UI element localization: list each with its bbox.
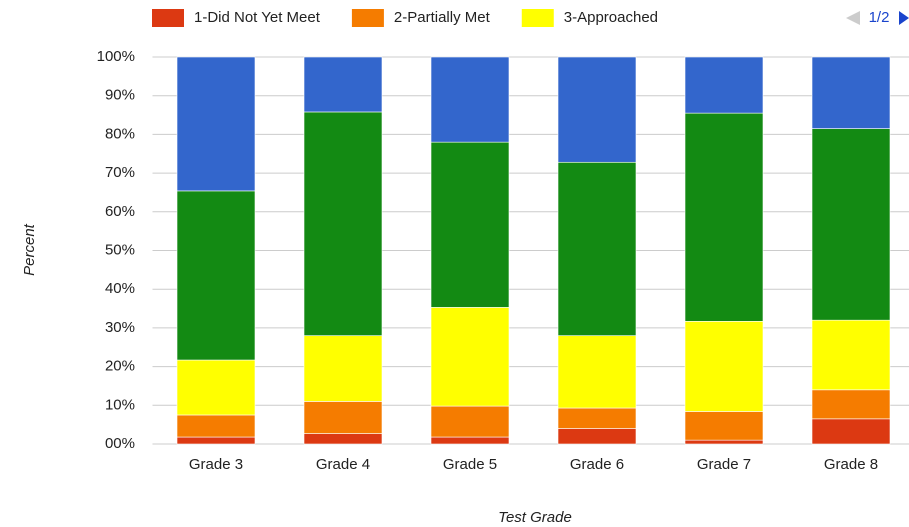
bar-segment: [176, 190, 256, 361]
x-tick-label: Grade 4: [316, 456, 370, 473]
bar-segment: [176, 56, 256, 192]
x-axis-label: Test Grade: [498, 509, 572, 526]
x-tick-label: Grade 8: [824, 456, 878, 473]
bar-segment: [430, 436, 510, 445]
bar-segment: [176, 414, 256, 438]
bar-segment: [684, 411, 764, 441]
bar-segment: [430, 307, 510, 407]
bar-segment: [811, 389, 891, 420]
legend-label: 2-Partially Met: [394, 9, 491, 26]
y-tick-label: 70%: [105, 164, 135, 181]
bar-segment: [557, 161, 637, 336]
x-tick-label: Grade 6: [570, 456, 624, 473]
bar-segment: [557, 407, 637, 429]
legend-next[interactable]: [899, 11, 909, 25]
bar-segment: [430, 405, 510, 438]
legend-label: 1-Did Not Yet Meet: [194, 9, 321, 26]
bar-segment: [176, 359, 256, 416]
y-tick-label: 90%: [105, 87, 135, 104]
bar-segment: [303, 56, 383, 113]
legend-prev[interactable]: [846, 11, 860, 25]
bar-segment: [303, 335, 383, 402]
y-tick-label: 60%: [105, 203, 135, 220]
bar-segment: [684, 439, 764, 445]
bar-segment: [811, 128, 891, 321]
y-tick-label: 00%: [105, 435, 135, 452]
bar-segment: [303, 111, 383, 336]
y-tick-label: 50%: [105, 241, 135, 258]
bar-segment: [811, 56, 891, 129]
bar-segment: [557, 428, 637, 445]
bar-segment: [303, 401, 383, 434]
x-tick-label: Grade 3: [189, 456, 243, 473]
legend-label: 3-Approached: [564, 9, 658, 26]
y-tick-label: 30%: [105, 319, 135, 336]
y-tick-label: 20%: [105, 358, 135, 375]
bar-segment: [684, 56, 764, 114]
bar-segment: [430, 141, 510, 308]
bar-segment: [811, 418, 891, 445]
y-tick-label: 10%: [105, 396, 135, 413]
y-tick-label: 80%: [105, 125, 135, 142]
y-axis-label: Percent: [21, 223, 38, 276]
bar-segment: [557, 56, 637, 163]
legend-swatch: [152, 9, 184, 27]
bar-segment: [303, 433, 383, 445]
x-tick-label: Grade 7: [697, 456, 751, 473]
legend-swatch: [521, 9, 554, 27]
bar-segment: [811, 319, 891, 391]
bar-segment: [684, 321, 764, 412]
y-tick-label: 40%: [105, 280, 135, 297]
x-tick-label: Grade 5: [443, 456, 497, 473]
bar-segment: [176, 436, 256, 445]
bar-segment: [557, 335, 637, 409]
y-tick-label: 100%: [97, 48, 135, 65]
bar-segment: [430, 56, 510, 143]
legend-swatch: [351, 9, 384, 27]
bar-segment: [684, 112, 764, 322]
legend-page: 1/2: [869, 9, 890, 26]
